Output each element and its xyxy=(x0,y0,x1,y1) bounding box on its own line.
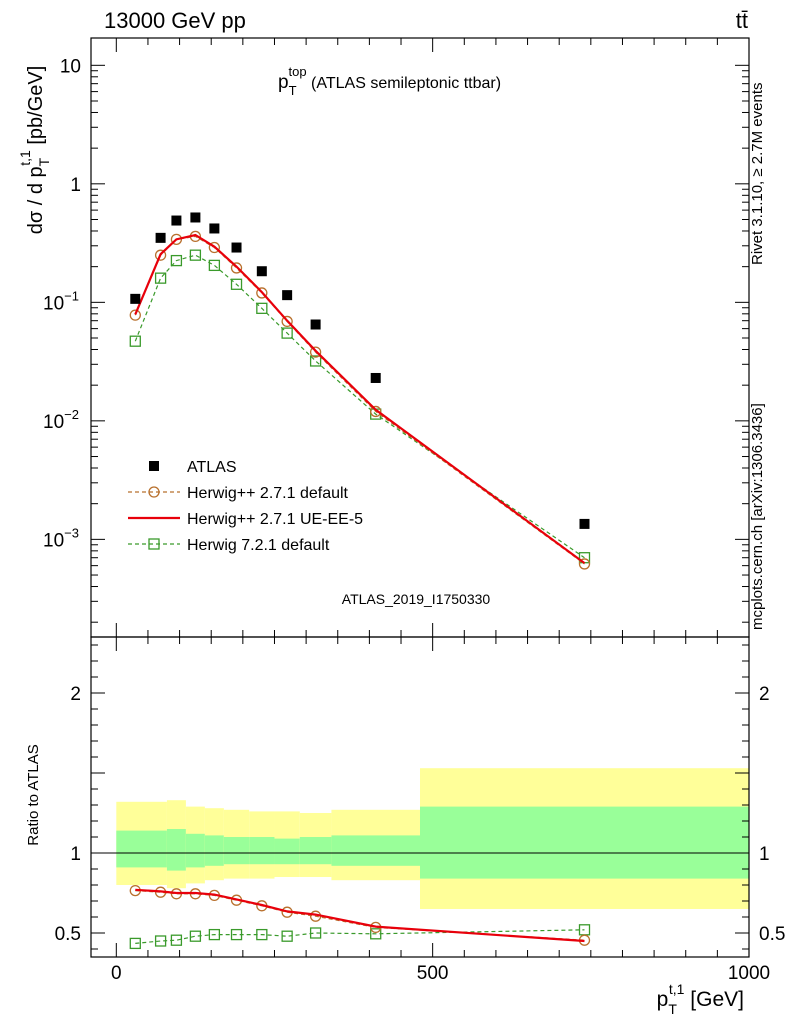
main-point-3-8 xyxy=(309,355,322,367)
main-point-1-7 xyxy=(281,315,293,328)
ratio-y-tick-label-right: 1 xyxy=(759,844,770,865)
main-line-3 xyxy=(134,254,585,559)
watermark-label: ATLAS_2019_I1750330 xyxy=(342,591,491,607)
main-point-0-8 xyxy=(310,319,321,330)
y-tick-label: 10−3 xyxy=(43,525,79,551)
ratio-line-1 xyxy=(135,888,585,943)
main-point-0-10 xyxy=(579,518,590,529)
main-point-1-5 xyxy=(230,262,243,274)
legend-marker-3 xyxy=(148,538,160,550)
series-layer xyxy=(129,212,591,950)
legend-label-2: Herwig++ 2.7.1 UE-EE-5 xyxy=(187,511,363,528)
chart-title: pTtop (ATLAS semileptonic ttbar) xyxy=(278,64,501,98)
mcplots-label: mcplots.cern.ch [arXiv:1306.3436] xyxy=(749,403,766,630)
x-axis-label: pTt,1 [GeV] xyxy=(657,981,744,1017)
legend-label-3: Herwig 7.2.1 default xyxy=(187,537,330,554)
main-point-3-0 xyxy=(129,335,141,347)
ratio-point-2-3 xyxy=(189,930,202,942)
ratio-point-2-7 xyxy=(281,930,293,942)
ratio-y-tick-label-left: 0.5 xyxy=(55,924,81,945)
axis-ticks: 10 1 10−1 10−2 10−3 0 500 1000 2 2 1 1 0.5 0.5 xyxy=(43,38,785,984)
ratio-point-2-0 xyxy=(129,937,141,950)
main-point-0-0 xyxy=(130,293,141,304)
main-point-0-3 xyxy=(190,212,201,223)
inner-band-4 xyxy=(223,837,250,865)
ratio-y-tick-label-left: 2 xyxy=(70,684,81,705)
ratio-uncertainty-bands xyxy=(91,768,749,909)
inner-band-3 xyxy=(204,835,224,866)
main-line-2 xyxy=(134,233,586,565)
inner-band-0 xyxy=(116,830,167,868)
main-point-3-7 xyxy=(281,327,293,339)
main-point-3-4 xyxy=(208,259,221,272)
inner-band-1 xyxy=(166,829,186,871)
ratio-point-2-2 xyxy=(170,934,183,946)
inner-band-6 xyxy=(274,838,300,865)
inner-band-5 xyxy=(249,837,275,865)
ratio-point-2-9 xyxy=(370,928,382,940)
rivet-version-label: Rivet 3.1.10, ≥ 2.7M events xyxy=(749,83,766,266)
ratio-point-2-4 xyxy=(208,928,221,941)
main-point-1-8 xyxy=(309,346,322,358)
main-ylabel: dσ / d pTt,1 [pb/GeV] xyxy=(17,66,52,235)
main-point-1-10 xyxy=(578,558,591,570)
inner-band-9 xyxy=(420,806,749,879)
y-tick-label: 10−2 xyxy=(43,407,79,433)
main-point-0-1 xyxy=(155,232,166,243)
main-point-0-5 xyxy=(231,242,242,253)
y-tick-label: 1 xyxy=(70,175,81,196)
main-point-1-4 xyxy=(208,241,221,254)
main-point-1-1 xyxy=(154,249,167,261)
ratio-point-2-1 xyxy=(154,935,167,947)
header-left: 13000 GeV pp xyxy=(104,8,246,33)
main-point-3-1 xyxy=(154,272,167,284)
main-point-1-9 xyxy=(370,405,382,418)
legend: ATLAS Herwig++ 2.7.1 default Herwig++ 2.7.… xyxy=(128,459,363,554)
main-point-1-0 xyxy=(129,309,141,321)
ratio-ylabel: Ratio to ATLAS xyxy=(25,744,42,845)
inner-band-7 xyxy=(299,837,332,865)
text-layer: 13000 GeV pp tt̄ Rivet 3.1.10, ≥ 2.7M ev… xyxy=(17,8,766,1017)
main-point-3-2 xyxy=(170,254,183,267)
x-tick-label: 0 xyxy=(111,963,122,984)
inner-band-8 xyxy=(331,835,420,866)
ratio-y-tick-label-left: 1 xyxy=(70,844,81,865)
ratio-plot-frame xyxy=(90,636,750,958)
ratio-y-tick-label-right: 2 xyxy=(759,684,770,705)
legend-marker-0 xyxy=(149,461,159,471)
ratio-point-2-5 xyxy=(230,928,243,941)
ratio-point-2-8 xyxy=(309,927,322,939)
inner-band-2 xyxy=(185,833,205,868)
ratio-y-tick-label-right: 0.5 xyxy=(759,924,785,945)
main-point-0-4 xyxy=(209,223,220,234)
main-point-3-5 xyxy=(230,278,243,290)
y-tick-label: 10 xyxy=(60,56,81,77)
main-point-1-6 xyxy=(256,287,268,299)
legend-label-1: Herwig++ 2.7.1 default xyxy=(187,485,349,502)
main-point-0-6 xyxy=(256,266,267,277)
legend-label-0: ATLAS xyxy=(187,459,237,476)
legend-marker-1 xyxy=(148,486,160,498)
main-point-3-3 xyxy=(189,249,202,261)
ratio-point-2-6 xyxy=(256,928,268,941)
main-point-3-6 xyxy=(256,302,268,314)
main-point-1-2 xyxy=(170,233,183,245)
x-tick-label: 500 xyxy=(417,963,449,984)
x-tick-label: 1000 xyxy=(728,963,770,984)
header-right: tt̄ xyxy=(736,8,748,33)
main-point-0-9 xyxy=(370,372,381,383)
main-point-0-7 xyxy=(282,290,293,301)
y-tick-label: 10−1 xyxy=(43,288,79,314)
main-point-0-2 xyxy=(171,215,182,226)
plot-frames xyxy=(90,37,750,958)
